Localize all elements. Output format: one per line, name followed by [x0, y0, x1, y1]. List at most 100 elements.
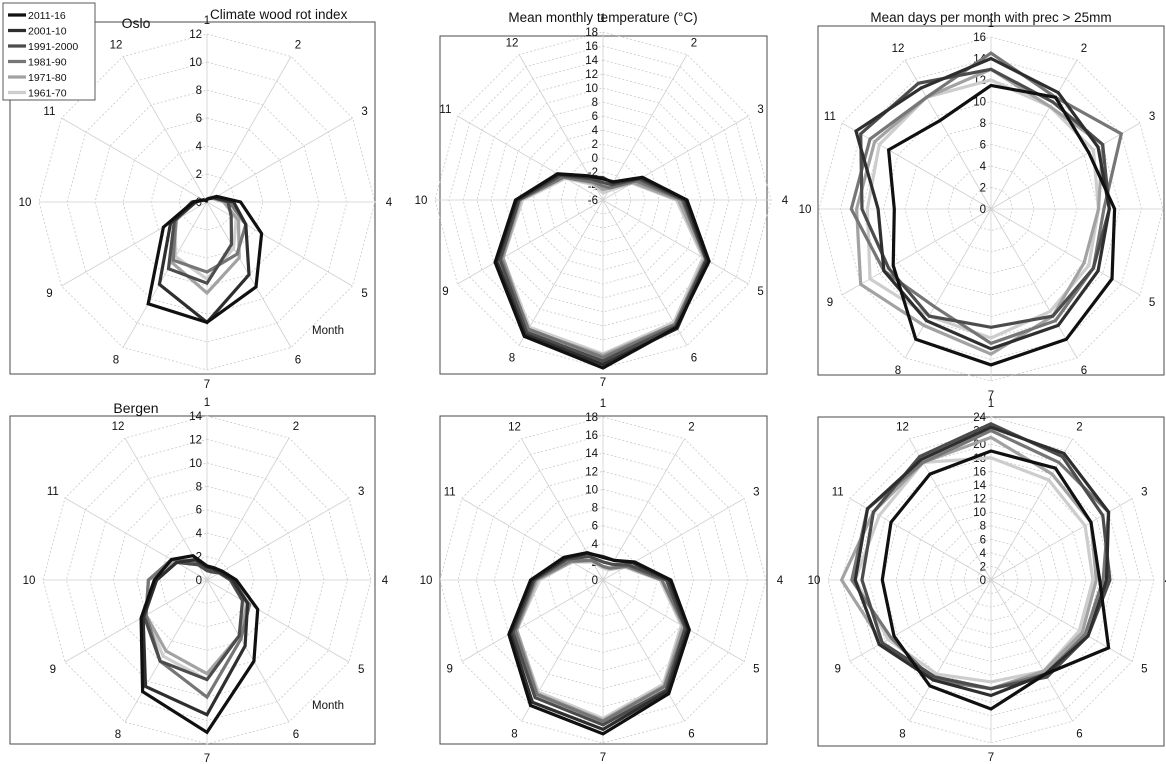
radial-tick-label: 16 [973, 32, 986, 44]
month-label: 9 [827, 297, 833, 309]
month-label: 3 [757, 104, 763, 116]
series-line-2011-16 [493, 172, 711, 370]
month-label: 1 [204, 397, 210, 409]
axis-spoke [602, 579, 745, 662]
month-label: 5 [1141, 664, 1147, 676]
radial-tick-label: 18 [585, 27, 598, 39]
chart-title: Climate wood rot index [210, 7, 348, 22]
series-line-2011-16 [146, 194, 264, 325]
month-label: 7 [204, 379, 210, 391]
axis-spoke [841, 122, 992, 210]
radial-tick-label: 8 [980, 521, 986, 533]
series-line-2011-16 [139, 554, 260, 735]
axis-spoke [206, 579, 290, 723]
month-label: 3 [1141, 487, 1147, 499]
month-label: 9 [446, 664, 452, 676]
radial-tick-label: 4 [592, 125, 599, 137]
city-label: Bergen [113, 400, 158, 416]
series-line-2001-10 [853, 425, 1111, 698]
radial-tick-label: 4 [196, 528, 203, 540]
month-label: 8 [899, 728, 905, 740]
month-label: 2 [1081, 43, 1087, 55]
series-line-2011-16 [507, 550, 691, 736]
legend-label: 2001-10 [28, 26, 67, 38]
axis-spoke [602, 438, 685, 581]
radial-tick-label: 0 [592, 575, 598, 587]
axis-spoke [841, 208, 992, 296]
month-label: 6 [688, 728, 694, 740]
month-label: 4 [382, 575, 389, 587]
month-label: 2 [1076, 422, 1082, 434]
month-label: 7 [600, 752, 606, 764]
month-label: 5 [753, 664, 759, 676]
month-label: 7 [600, 377, 606, 389]
radial-tick-label: 16 [585, 430, 598, 442]
radial-tick-label: 12 [973, 494, 986, 506]
axis-spoke [602, 54, 688, 201]
axis-spoke [122, 201, 208, 348]
radial-tick-label: 4 [592, 539, 599, 551]
month-label: 12 [508, 422, 521, 434]
month-label: 9 [50, 664, 56, 676]
series-line-2011-16 [880, 449, 1111, 711]
month-label: 8 [113, 355, 119, 367]
axis-spoke [457, 199, 604, 285]
radial-tick-label: 14 [189, 411, 202, 423]
month-label: 1 [988, 398, 994, 410]
month-label: 11 [824, 111, 836, 123]
axis-spoke [904, 59, 992, 210]
radial-tick-label: 0 [980, 204, 986, 216]
month-label: 8 [115, 729, 121, 741]
axis-spoke [849, 579, 992, 662]
series-line-2001-10 [141, 558, 250, 717]
radial-tick-label: 2 [980, 183, 986, 195]
month-label: 4 [1165, 575, 1166, 587]
month-label: 4 [386, 197, 393, 209]
month-label: 8 [509, 353, 515, 365]
series-line-1961-70 [865, 78, 1101, 340]
month-label: 11 [832, 487, 844, 499]
radial-tick-label: 6 [980, 140, 986, 152]
radial-tick-label: 2 [196, 552, 202, 564]
radial-tick-label: 14 [585, 55, 598, 67]
month-label: 3 [753, 487, 759, 499]
radial-tick-label: 8 [196, 85, 202, 97]
axis-spoke [990, 208, 1078, 359]
radial-tick-label: 2 [980, 561, 986, 573]
radial-tick-label: 0 [196, 197, 202, 209]
series-line-1971-80 [839, 435, 1098, 691]
axis-spoke [206, 437, 290, 581]
month-label: 5 [361, 288, 367, 300]
radial-tick-label: 6 [196, 505, 202, 517]
axis-spoke [206, 56, 292, 203]
month-label: 12 [110, 39, 123, 51]
month-label: 2 [295, 39, 301, 51]
chart-title: Mean days per month with prec > 25mm [870, 10, 1111, 25]
series-line-1991-2000 [860, 422, 1112, 691]
month-label: 10 [799, 204, 812, 216]
radial-tick-label: 8 [980, 118, 986, 130]
panel-frame [439, 35, 768, 375]
month-label: 1 [600, 398, 606, 410]
month-label: 3 [1149, 111, 1155, 123]
month-label: 10 [23, 575, 36, 587]
month-label: 12 [896, 422, 909, 434]
month-label: 3 [361, 106, 367, 118]
month-label: 6 [293, 729, 299, 741]
month-label: 8 [511, 728, 517, 740]
month-label: 6 [295, 355, 301, 367]
series-line-1961-70 [853, 456, 1095, 684]
radial-tick-label: 10 [189, 57, 202, 69]
month-label: 1 [600, 13, 606, 25]
radial-tick-label: -4 [588, 181, 599, 193]
series-line-1981-90 [849, 51, 1124, 346]
month-label: 11 [444, 487, 456, 499]
month-label: 11 [439, 104, 451, 116]
legend-label: 2011-16 [28, 10, 66, 22]
month-label: 6 [691, 353, 697, 365]
month-label: 7 [988, 390, 994, 402]
legend-box [2, 2, 96, 101]
